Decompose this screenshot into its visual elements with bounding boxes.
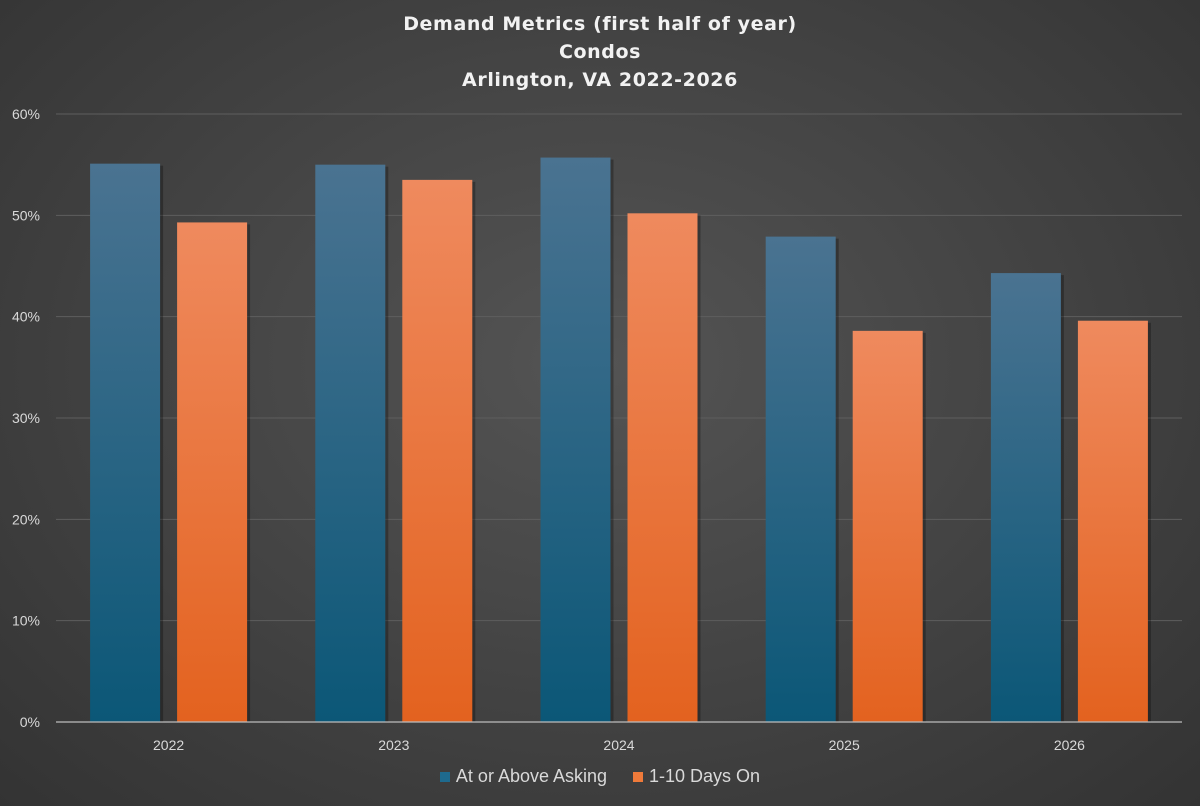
y-tick-label: 60% (12, 106, 40, 122)
chart-title: Demand Metrics (first half of year) Cond… (0, 10, 1200, 94)
legend-swatch-orange (633, 771, 644, 782)
legend-item-1-10-days-on: 1-10 Days On (633, 766, 760, 787)
chart-title-line-1: Demand Metrics (first half of year) (403, 13, 797, 35)
bar-at-or-above-asking-2023 (315, 164, 386, 722)
chart-title-line-2: Condos (558, 41, 642, 63)
y-tick-label: 0% (20, 714, 40, 730)
y-tick-label: 50% (12, 207, 40, 223)
bar-1-10-days-on-2023 (402, 179, 473, 722)
y-tick-label: 30% (12, 410, 40, 426)
x-tick-label: 2022 (153, 737, 184, 753)
chart-title-line-3: Arlington, VA 2022-2026 (462, 69, 738, 91)
legend-swatch-blue (439, 771, 450, 782)
bar-at-or-above-asking-2024 (540, 157, 611, 722)
x-tick-label: 2024 (603, 737, 634, 753)
y-tick-label: 20% (12, 511, 40, 527)
y-tick-label: 40% (12, 309, 40, 325)
bar-at-or-above-asking-2022 (90, 163, 161, 723)
legend: At or Above Asking 1-10 Days On (0, 766, 1200, 787)
bar-1-10-days-on-2024 (627, 213, 698, 722)
bar-1-10-days-on-2025 (852, 330, 923, 722)
x-tick-label: 2023 (378, 737, 409, 753)
legend-label: 1-10 Days On (649, 766, 761, 786)
legend-label: At or Above Asking (455, 766, 608, 786)
x-tick-label: 2025 (829, 737, 860, 753)
bar-at-or-above-asking-2025 (765, 236, 836, 722)
bar-1-10-days-on-2026 (1077, 320, 1148, 722)
x-tick-label: 2026 (1054, 737, 1085, 753)
legend-item-at-or-above-asking: At or Above Asking (439, 766, 608, 787)
y-tick-label: 10% (12, 613, 40, 629)
bar-at-or-above-asking-2026 (990, 273, 1061, 722)
bar-1-10-days-on-2022 (177, 222, 248, 722)
